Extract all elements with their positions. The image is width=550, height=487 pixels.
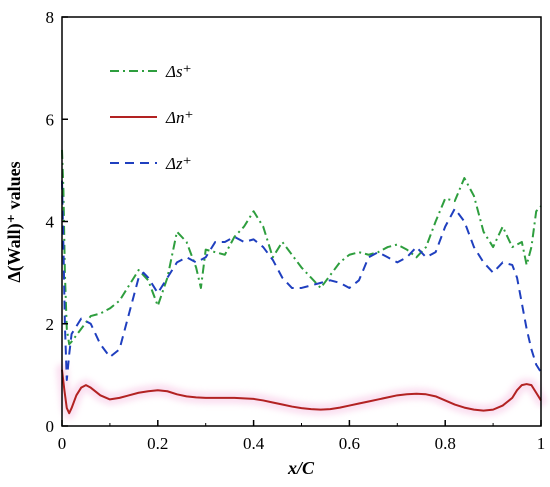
series-line-0 [61,149,542,346]
x-tick-label-5: 1 [537,434,546,453]
legend-label-1: Δn⁺ [165,108,193,127]
y-tick-label-4: 8 [46,8,55,27]
plot-area-frame [61,16,542,427]
x-axis-title: x/C [287,458,315,478]
x-tick-label-2: 0.4 [243,434,265,453]
y-axis-title: Δ(Wall)⁺ values [4,161,25,282]
series-glow-1 [56,363,547,420]
x-tick-label-4: 0.8 [435,434,456,453]
legend-label-2: Δz⁺ [165,154,192,173]
y-tick-label-2: 4 [46,213,55,232]
x-tick-label-3: 0.6 [339,434,360,453]
series-line-1 [61,369,542,415]
y-tick-label-0: 0 [46,417,55,436]
series-line-2 [61,180,542,381]
x-tick-label-0: 0 [58,434,67,453]
y-tick-label-3: 6 [46,110,55,129]
y-tick-label-1: 2 [46,315,55,334]
legend-label-0: Δs⁺ [165,62,192,81]
x-tick-label-1: 0.2 [147,434,168,453]
